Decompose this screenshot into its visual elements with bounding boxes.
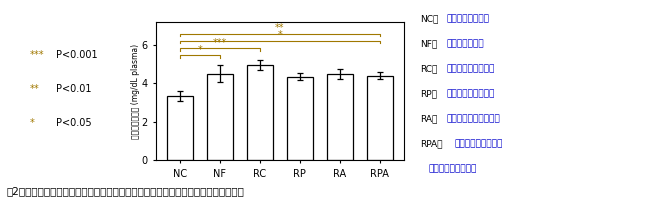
Bar: [326, 74, 353, 160]
Text: 拘束コントロール群: 拘束コントロール群: [446, 64, 495, 73]
Text: 非拘束絶飲食群: 非拘束絶飲食群: [446, 39, 484, 48]
Text: P<0.01: P<0.01: [56, 84, 92, 94]
Bar: [207, 74, 233, 160]
Text: *: *: [197, 45, 202, 55]
Text: *: *: [277, 30, 282, 40]
Text: アントシアニン群: アントシアニン群: [429, 165, 477, 174]
Bar: [167, 96, 193, 160]
Text: *: *: [30, 118, 34, 128]
Text: **: **: [30, 84, 40, 94]
Text: ***: ***: [30, 50, 44, 60]
Text: NF：: NF：: [420, 39, 438, 48]
Text: 図2　紫ニンジン色素抽出物のストレス負荷マウス肝臓コレステロールに及ぼす影響: 図2 紫ニンジン色素抽出物のストレス負荷マウス肝臓コレステロールに及ぼす影響: [7, 186, 244, 196]
Text: NC：: NC：: [420, 14, 439, 23]
Text: P<0.001: P<0.001: [56, 50, 98, 60]
Text: 非拘束非絶飲食群: 非拘束非絶飲食群: [446, 14, 489, 23]
Bar: [247, 65, 273, 160]
Text: **: **: [275, 23, 285, 33]
Y-axis label: コレステロール (mg/dL plasma): コレステロール (mg/dL plasma): [130, 44, 140, 139]
Bar: [367, 76, 393, 160]
Bar: [287, 77, 312, 160]
Text: 拘束カロテノイド群: 拘束カロテノイド群: [446, 89, 495, 98]
Text: P<0.05: P<0.05: [56, 118, 92, 128]
Text: ***: ***: [213, 38, 227, 48]
Text: 拘束カロテノイド＋: 拘束カロテノイド＋: [455, 140, 503, 148]
Text: 拘束アントシアニン群: 拘束アントシアニン群: [446, 114, 500, 123]
Text: RC：: RC：: [420, 64, 438, 73]
Text: RA：: RA：: [420, 114, 438, 123]
Text: RPA：: RPA：: [420, 140, 443, 148]
Text: RP：: RP：: [420, 89, 438, 98]
